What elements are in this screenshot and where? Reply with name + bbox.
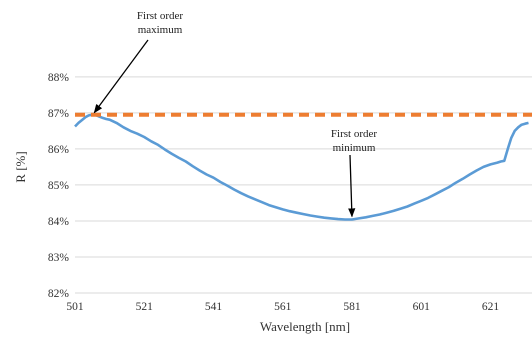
- y-tick-label: 88%: [48, 72, 70, 84]
- annotation-max-text: First order: [137, 10, 183, 22]
- y-tick-label: 85%: [48, 180, 70, 192]
- gridlines: [75, 76, 532, 294]
- y-tick-label: 87%: [48, 108, 70, 120]
- x-tick-label: 501: [66, 301, 84, 313]
- x-tick-labels: 501 521 541 561 581 601 621: [66, 301, 499, 313]
- x-tick-label: 541: [205, 301, 223, 313]
- reflectance-curve: [74, 113, 529, 221]
- x-tick-label: 521: [136, 301, 154, 313]
- y-tick-label: 83%: [48, 252, 70, 264]
- x-tick-label: 601: [413, 301, 431, 313]
- y-tick-labels: 82% 83% 84% 85% 86% 87% 88%: [48, 72, 70, 300]
- series-group: [74, 112, 532, 221]
- annotations: First order maximum First order minimum: [93, 10, 377, 218]
- x-tick-label: 621: [482, 301, 500, 313]
- y-tick-label: 86%: [48, 144, 70, 156]
- y-axis-label: R [%]: [13, 151, 28, 182]
- y-tick-label: 82%: [48, 288, 70, 300]
- annotation-max-arrow: [93, 39, 149, 114]
- annotation-min-arrow: [348, 154, 356, 218]
- annotation-max-text: maximum: [138, 24, 183, 36]
- annotation-min-text: minimum: [333, 142, 376, 154]
- x-tick-label: 561: [274, 301, 292, 313]
- annotation-min-text: First order: [331, 128, 377, 140]
- y-tick-label: 84%: [48, 216, 70, 228]
- x-tick-label: 581: [343, 301, 361, 313]
- x-axis-label: Wavelength [nm]: [260, 319, 350, 334]
